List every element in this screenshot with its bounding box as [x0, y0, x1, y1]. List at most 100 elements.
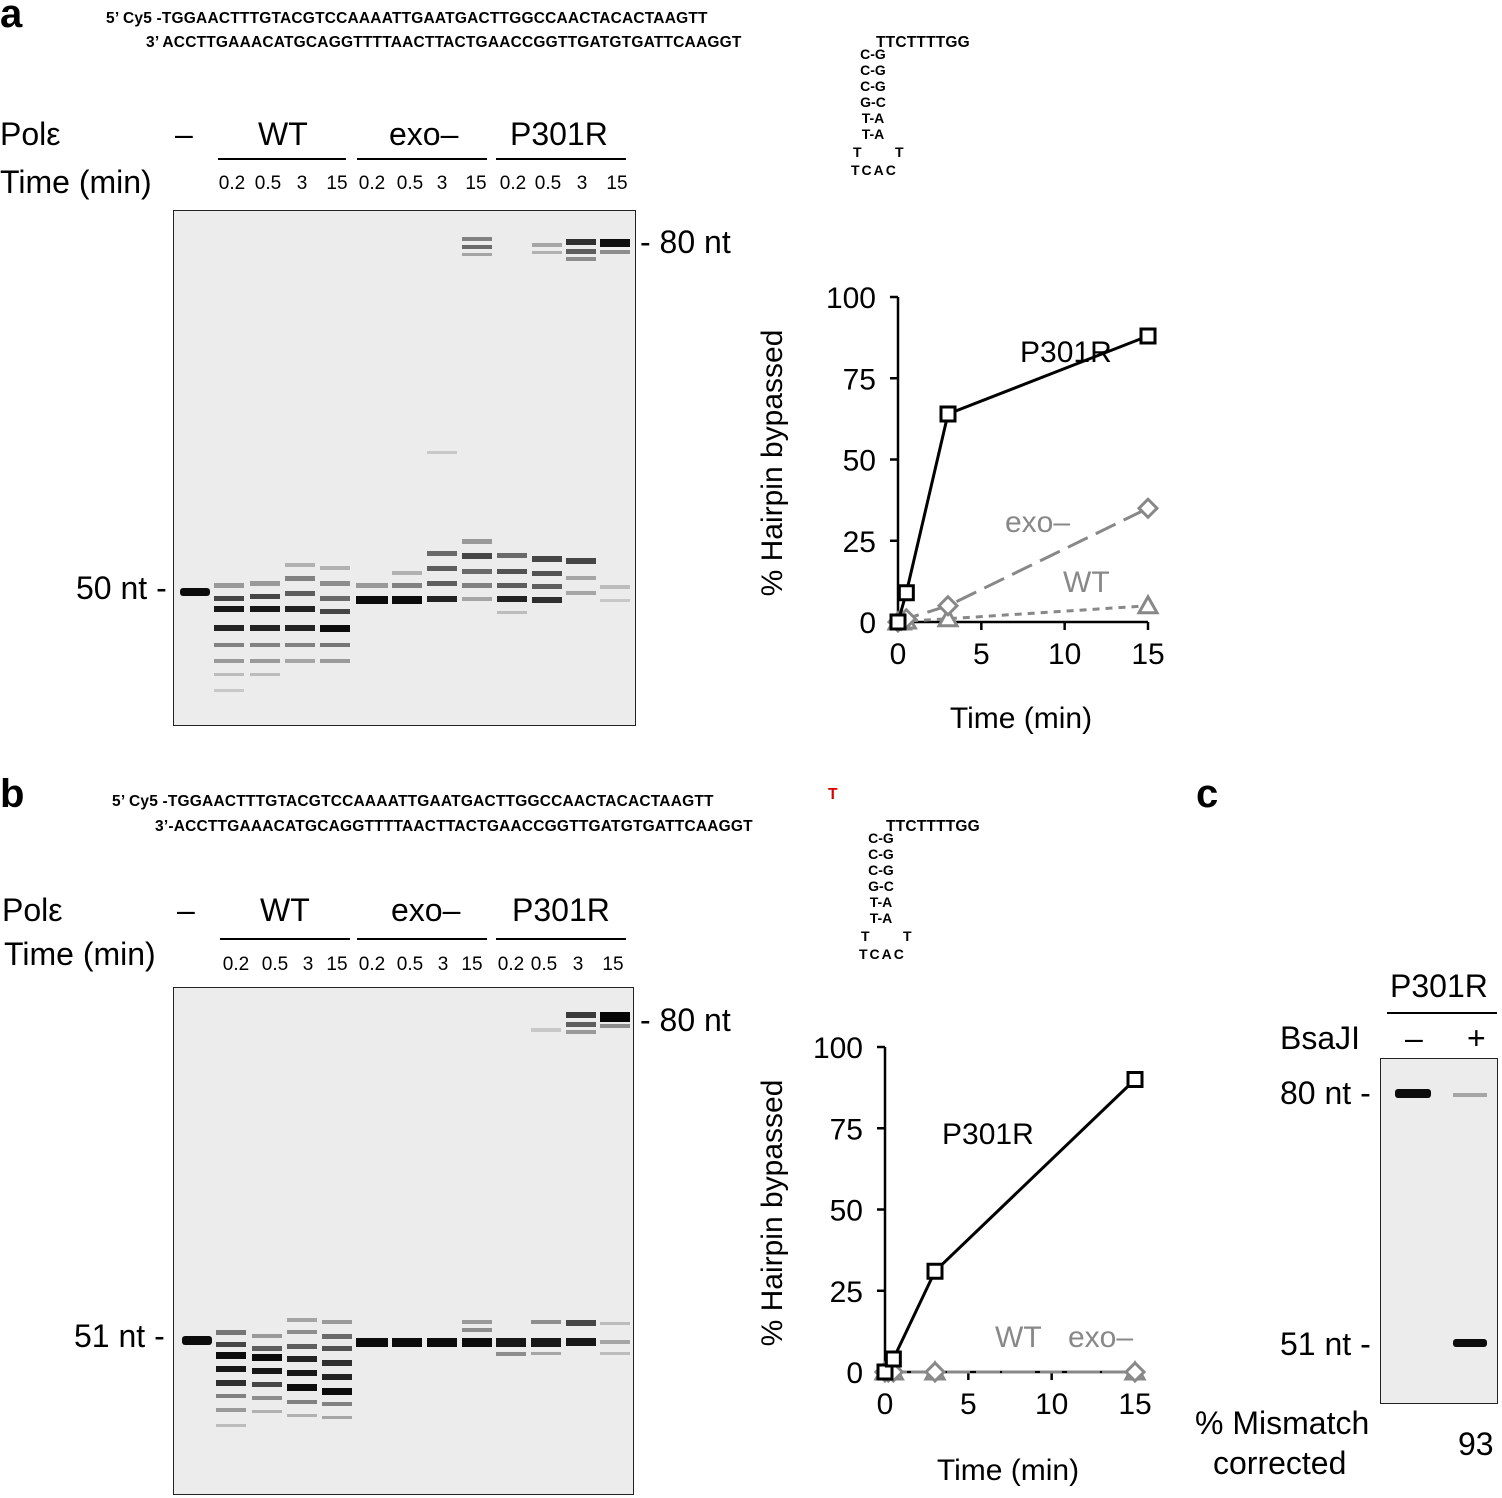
data-point-marker [889, 613, 907, 631]
mismatch-base-b: T [828, 786, 838, 803]
gel-bands-b [182, 1012, 630, 1427]
group-underline [357, 158, 487, 160]
lane-time: 15 [606, 173, 628, 194]
marker-80nt-b: - 80 nt [640, 1002, 731, 1038]
y-tick-label: 25 [830, 1276, 863, 1309]
y-tick-label: 25 [843, 526, 876, 559]
hairpin-pair: C-G [860, 78, 886, 94]
data-point-marker [897, 584, 915, 602]
panel-label-b: b [0, 772, 25, 816]
y-tick-label: 75 [843, 363, 876, 396]
y-tick-label: 0 [859, 607, 876, 640]
mismatch-value: 93 [1458, 1426, 1494, 1462]
hairpin-pair: C-G [868, 830, 894, 846]
hairpin-stem-a: C-G C-G C-G G-C T-A T-A [843, 46, 903, 142]
sequence-top-a: 5’ Cy5 -TGGAACTTTGTACGTCCAAAATTGAATGACTT… [106, 10, 708, 27]
hairpin-loop-bottom-b: TCAC [859, 946, 906, 962]
lane-time: 0.5 [396, 173, 424, 194]
lane-time: 0.5 [534, 173, 562, 194]
x-tick-label: 10 [1035, 1388, 1068, 1421]
x-tick-label: 5 [960, 1388, 977, 1421]
hairpin-loop-left-a: T [853, 144, 862, 160]
gel-bands-c [1395, 1089, 1487, 1347]
lane-time: 0.2 [218, 173, 246, 194]
hairpin-pair: C-G [860, 62, 886, 78]
x-axis-title-b: Time (min) [937, 1454, 1079, 1487]
panel-label-a: a [0, 0, 23, 36]
y-tick-label: 50 [830, 1195, 863, 1228]
lane-time: 15 [461, 954, 483, 975]
gel-image-a [173, 210, 636, 726]
chart-b-series [873, 1071, 1147, 1384]
lane-time: 3 [302, 954, 314, 975]
hairpin-pair: C-G [860, 46, 886, 62]
y-tick-label: 75 [830, 1113, 863, 1146]
x-axis-title-a: Time (min) [950, 702, 1092, 735]
hairpin-loop-bottom-a: TCAC [851, 162, 898, 178]
marker-51nt-c: 51 nt - [1280, 1326, 1371, 1362]
hairpin-pair: C-G [868, 862, 894, 878]
data-point-marker [1126, 1071, 1144, 1088]
lane-time: 0.5 [254, 173, 282, 194]
y-tick-label: 0 [846, 1357, 863, 1390]
time-label-b: Time (min) [4, 936, 156, 972]
sequence-top-b: 5’ Cy5 -TGGAACTTTGTACGTCCAAAATTGAATGACTT… [112, 793, 714, 810]
hairpin-pair: T-A [869, 910, 893, 926]
marker-80nt-c: 80 nt - [1280, 1075, 1371, 1111]
data-point-marker [936, 594, 960, 617]
bsaji-plus: + [1467, 1020, 1486, 1056]
hairpin-pair: T-A [869, 894, 893, 910]
y-tick-label: 50 [843, 445, 876, 478]
lane-time: 15 [326, 954, 348, 975]
marker-51nt-b: 51 nt - [74, 1318, 165, 1354]
lane-time: 3 [576, 173, 588, 194]
lane-time: 0.5 [261, 954, 289, 975]
lane-time: 0.2 [358, 954, 386, 975]
data-point-marker [926, 1262, 944, 1280]
x-tick-label: 0 [877, 1388, 894, 1421]
marker-80nt-a: - 80 nt [640, 224, 731, 260]
time-label-a: Time (min) [0, 164, 152, 200]
group-exo-a: exo– [389, 116, 459, 152]
series-label-p301r-a: P301R [1020, 336, 1112, 369]
data-point-marker [939, 405, 957, 423]
group-exo-b: exo– [391, 892, 461, 928]
y-axis-title-b: % Hairpin bypassed [756, 1080, 789, 1347]
data-point-marker [936, 606, 960, 628]
lane-time: 0.5 [396, 954, 424, 975]
gel-image-c [1380, 1058, 1498, 1404]
lane-time: 0.2 [497, 954, 525, 975]
series-label-wt-b: WT [995, 1321, 1042, 1354]
gel-image-b [173, 987, 634, 1495]
y-tick-label: 100 [813, 1032, 863, 1065]
sequence-tail-a: TTCTTTTGG [876, 34, 970, 51]
lane-time: 15 [326, 173, 348, 194]
enzyme-label-c: P301R [1390, 968, 1488, 1004]
x-tick-label: 5 [973, 638, 990, 671]
lane-time: 15 [602, 954, 624, 975]
chart-a-axes: 0 25 50 75 100 0 5 10 15 [826, 282, 1165, 671]
x-tick-label: 15 [1118, 1388, 1151, 1421]
bsaji-minus: – [1405, 1020, 1423, 1056]
series-label-exo-b: exo– [1068, 1321, 1133, 1354]
hairpin-loop-right-b: T [903, 928, 912, 944]
hairpin-pair: G-C [868, 878, 894, 894]
sequence-tail-b: TTCTTTTGG [886, 818, 980, 835]
data-point-marker [1123, 1360, 1147, 1384]
no-enzyme-b: – [177, 892, 195, 928]
sequence-bottom-b: 3’-ACCTTGAAACATGCAGGTTTTAACTTACTGAACCGGT… [155, 818, 753, 835]
lane-time: 3 [296, 173, 308, 194]
hairpin-pair: C-G [868, 846, 894, 862]
mismatch-label-line2: corrected [1213, 1445, 1347, 1481]
group-underline [357, 938, 487, 940]
panel-label-c: c [1196, 772, 1219, 816]
series-label-exo-a: exo– [1005, 506, 1070, 539]
bsaji-label: BsaJI [1280, 1020, 1361, 1056]
chart-b: 0 25 50 75 100 0 5 10 15 P301R WT exo– % Hairpin… [756, 1032, 1152, 1487]
data-point-marker [884, 1350, 902, 1368]
enzyme-underline-c [1387, 1012, 1497, 1014]
lane-time: 15 [465, 173, 487, 194]
lane-time: 0.2 [499, 173, 527, 194]
hairpin-pair: T-A [861, 110, 885, 126]
pol-label-b: Polε [2, 892, 63, 928]
